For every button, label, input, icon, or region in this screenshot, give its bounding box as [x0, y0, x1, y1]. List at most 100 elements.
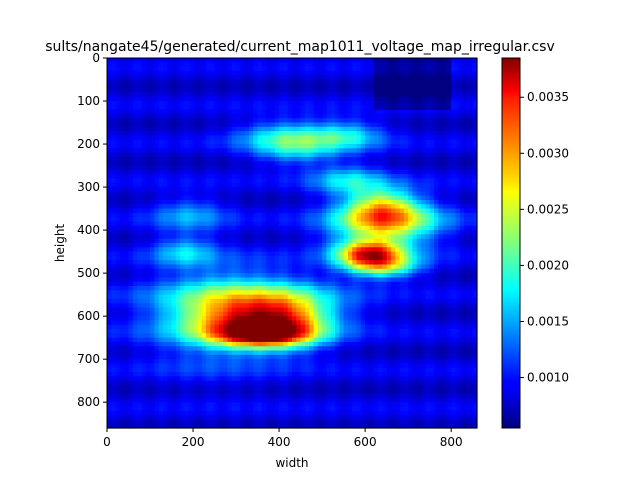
heatmap-cell [197, 182, 203, 188]
heatmap-cell [162, 277, 168, 283]
heatmap-cell [425, 298, 431, 304]
heatmap-cell [326, 152, 332, 158]
heatmap-cell [378, 294, 383, 300]
heatmap-cell [167, 243, 173, 248]
heatmap-cell [257, 303, 263, 309]
heatmap-cell [292, 156, 297, 162]
heatmap-cell [429, 101, 435, 106]
heatmap-cell [322, 165, 328, 171]
heatmap-cell [253, 303, 259, 309]
heatmap-cell [304, 75, 310, 81]
heatmap-cell [330, 243, 336, 248]
heatmap-cell [390, 109, 396, 115]
heatmap-cell [464, 277, 469, 283]
heatmap-cell [287, 277, 293, 283]
heatmap-cell [296, 187, 302, 192]
heatmap-cell [390, 118, 396, 124]
heatmap-cell [468, 148, 474, 154]
heatmap-cell [107, 187, 112, 192]
heatmap-cell [360, 70, 366, 76]
heatmap-cell [180, 62, 186, 68]
heatmap-cell [107, 298, 112, 304]
heatmap-cell [115, 273, 121, 279]
heatmap-cell [429, 238, 435, 244]
heatmap-cell [365, 169, 371, 175]
heatmap-cell [175, 101, 181, 106]
heatmap-cell [111, 105, 117, 111]
heatmap-cell [261, 66, 267, 72]
heatmap-cell [107, 169, 112, 175]
heatmap-cell [210, 96, 216, 102]
heatmap-cell [459, 148, 465, 154]
heatmap-cell [167, 79, 173, 85]
heatmap-cell [455, 290, 461, 296]
heatmap-cell [335, 273, 340, 279]
heatmap-cell [296, 131, 302, 137]
heatmap-cell [180, 277, 186, 283]
heatmap-cell [326, 122, 332, 128]
heatmap-cell [330, 290, 336, 296]
heatmap-cell [231, 225, 237, 231]
heatmap-cell [309, 208, 315, 214]
heatmap-cell [107, 217, 112, 223]
heatmap-cell [326, 208, 332, 214]
heatmap-cell [296, 62, 302, 68]
heatmap-cell [442, 286, 448, 291]
heatmap-cell [248, 156, 254, 162]
heatmap-cell [429, 286, 435, 291]
heatmap-cell [257, 161, 263, 167]
heatmap-cell [175, 238, 181, 244]
heatmap-cell [137, 174, 143, 180]
heatmap-cell [408, 277, 414, 283]
heatmap-cell [322, 88, 328, 94]
heatmap-cell [296, 118, 302, 124]
heatmap-cell [292, 243, 297, 248]
heatmap-cell [167, 66, 173, 72]
heatmap-cell [171, 174, 177, 180]
heatmap-cell [330, 148, 336, 154]
heatmap-cell [408, 195, 414, 201]
heatmap-cell [231, 62, 237, 68]
heatmap-cell [124, 243, 130, 248]
heatmap-cell [386, 199, 392, 205]
heatmap-cell [236, 247, 241, 253]
heatmap-cell [472, 195, 478, 201]
heatmap-cell [343, 75, 349, 81]
heatmap-cell [399, 126, 405, 132]
heatmap-cell [145, 70, 151, 76]
heatmap-cell [223, 126, 229, 132]
heatmap-cell [468, 281, 474, 287]
heatmap-cell [343, 79, 349, 85]
heatmap-cell [395, 118, 401, 124]
heatmap-cell [261, 290, 267, 296]
heatmap-cell [313, 281, 319, 287]
heatmap-cell [145, 195, 151, 201]
heatmap-cell [201, 294, 207, 300]
heatmap-cell [429, 165, 435, 171]
heatmap-cell [124, 268, 130, 274]
heatmap-cell [360, 298, 366, 304]
heatmap-cell [231, 131, 237, 137]
heatmap-cell [339, 243, 345, 248]
heatmap-cell [408, 169, 414, 175]
heatmap-cell [223, 182, 229, 188]
heatmap-cell [210, 260, 216, 266]
heatmap-cell [292, 255, 297, 261]
heatmap-cell [175, 182, 181, 188]
heatmap-cell [223, 135, 229, 141]
heatmap-cell [446, 174, 452, 180]
heatmap-cell [124, 247, 130, 253]
heatmap-cell [257, 264, 263, 270]
heatmap-cell [137, 260, 143, 266]
heatmap-cell [403, 109, 409, 115]
heatmap-cell [386, 144, 392, 149]
heatmap-cell [137, 234, 143, 240]
heatmap-cell [162, 83, 168, 89]
heatmap-cell [171, 255, 177, 261]
heatmap-cell [162, 122, 168, 128]
heatmap-cell [451, 303, 457, 309]
heatmap-cell [279, 131, 284, 137]
heatmap-cell [210, 144, 216, 149]
heatmap-cell [184, 238, 190, 244]
heatmap-cell [395, 234, 401, 240]
